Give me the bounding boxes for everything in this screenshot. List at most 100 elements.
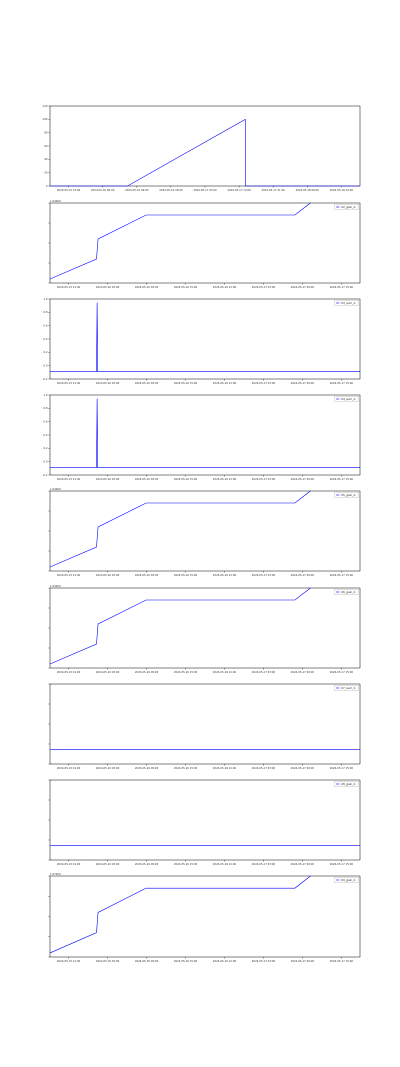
x-tick-label: 2024-05-15 21:00 bbox=[57, 381, 81, 385]
x-tick-label: 2024-05-17 03:00 bbox=[252, 573, 276, 577]
x-tick-label: 2024-05-17 03:00 bbox=[252, 766, 276, 770]
x-tick-label: 2024-05-16 03:00 bbox=[96, 766, 120, 770]
x-tick-label: 2024-05-15 21:00 bbox=[57, 862, 81, 866]
chart-panel-9: 2024-05-15 21:00 2024-05-16 03:00 2024-05-… bbox=[48, 872, 361, 963]
x-tick-label: 2024-05-17 09:00 bbox=[291, 477, 315, 481]
legend-box bbox=[334, 492, 359, 498]
x-tick-label: 2024-05-17 09:00 bbox=[291, 285, 315, 289]
x-tick-label: 2024-05-16 09:00 bbox=[135, 285, 159, 289]
x-tick-label: 2024-05-18 15:00 bbox=[330, 188, 354, 192]
x-tick-label: 2024-05-17 03:00 bbox=[252, 862, 276, 866]
chart-panel-8: 2024-05-15 21:00 2024-05-16 03:00 2024-05-… bbox=[48, 779, 361, 866]
x-tick-label: 2024-05-18 06:00 bbox=[296, 188, 320, 192]
x-tick-label: 2024-05-16 15:00 bbox=[174, 959, 198, 963]
x-tick-label: 2024-05-17 15:00 bbox=[330, 670, 354, 674]
x-tick-label: 2024-05-16 15:00 bbox=[174, 285, 198, 289]
legend-box bbox=[334, 204, 359, 210]
x-tick-label: 2024-05-15 21:00 bbox=[57, 573, 81, 577]
x-tick-label: 2024-05-16 21:00 bbox=[213, 381, 237, 385]
x-tick-label: 2024-05-16 21:00 bbox=[213, 766, 237, 770]
x-tick-label: 2024-05-16 21:00 bbox=[213, 670, 237, 674]
x-tick-label: 2024-05-17 03:00 bbox=[252, 959, 276, 963]
legend-box bbox=[334, 589, 359, 595]
legend-box bbox=[334, 877, 359, 883]
y-tick-label: 120 bbox=[43, 104, 48, 108]
x-tick-label: 2024-05-17 09:00 bbox=[291, 670, 315, 674]
x-tick-label: 2024-05-15 21:00 bbox=[57, 477, 81, 481]
chart-panel-5: 2024-05-15 21:00 2024-05-16 03:00 2024-05-… bbox=[48, 487, 361, 577]
x-tick-label: 2024-05-16 18:00 bbox=[159, 188, 183, 192]
plot-frame bbox=[49, 105, 361, 187]
axis-offset-text: 1.04200 bbox=[50, 199, 61, 203]
x-tick-label: 2024-05-16 21:00 bbox=[213, 959, 237, 963]
x-tick-label: 2024-05-16 15:00 bbox=[174, 381, 198, 385]
x-tick-label: 2024-05-16 09:00 bbox=[135, 573, 159, 577]
x-tick-label: 2024-05-17 15:00 bbox=[330, 862, 354, 866]
legend-label: U7_sum_b bbox=[341, 686, 356, 690]
legend-box bbox=[334, 300, 359, 306]
x-tick-label: 2024-05-17 09:00 bbox=[291, 959, 315, 963]
legend-box bbox=[334, 396, 359, 402]
axis-offset-text: 1.07200 bbox=[50, 872, 61, 876]
series-line bbox=[49, 587, 311, 665]
x-tick-label: 2024-05-17 09:00 bbox=[291, 862, 315, 866]
x-tick-label: 2024-05-17 15:00 bbox=[330, 381, 354, 385]
x-tick-label: 2024-05-16 15:00 bbox=[174, 477, 198, 481]
chart-panel-6: 2024-05-15 21:00 2024-05-16 03:00 2024-05-… bbox=[48, 584, 361, 674]
chart-panel-2: 2024-05-15 21:00 2024-05-16 03:00 2024-05-… bbox=[48, 199, 361, 289]
axis-offset-text: 1.04200 bbox=[50, 487, 61, 491]
x-tick-label: 2024-05-16 09:00 bbox=[135, 477, 159, 481]
x-tick-label: 2024-05-16 00:00 bbox=[91, 188, 115, 192]
y-tick-label: 1.0 bbox=[43, 393, 47, 397]
x-tick-label: 2024-05-17 21:00 bbox=[262, 188, 286, 192]
chart-panel-4: 1.0 0.8 0.6 0.4 0.2 0.0 -0.2 2024-05-15 21:00 20… bbox=[42, 393, 361, 481]
x-tick-label: 2024-05-15 21:00 bbox=[57, 959, 81, 963]
series-line bbox=[50, 398, 360, 469]
y-tick-label: -0.2 bbox=[42, 377, 47, 381]
x-tick-label: 2024-05-17 12:00 bbox=[227, 188, 251, 192]
x-tick-label: 2024-05-16 03:00 bbox=[96, 573, 120, 577]
y-tick-label: 60 bbox=[44, 144, 48, 148]
y-tick-label: 100 bbox=[43, 117, 48, 121]
x-tick-label: 2024-05-16 21:00 bbox=[213, 573, 237, 577]
x-tick-label: 2024-05-17 09:00 bbox=[291, 573, 315, 577]
y-tick-label: 0.0 bbox=[43, 460, 47, 464]
plot-frame bbox=[49, 683, 361, 765]
legend-label: U6_gain_b bbox=[341, 590, 356, 594]
x-tick-label: 2024-05-17 03:00 bbox=[252, 477, 276, 481]
y-tick-label: 0.8 bbox=[43, 406, 47, 410]
x-tick-label: 2024-05-17 03:00 bbox=[252, 285, 276, 289]
plot-frame bbox=[49, 779, 361, 861]
y-tick-label: -0.2 bbox=[42, 473, 47, 477]
y-tick-label: 0.8 bbox=[43, 310, 47, 314]
x-tick-label: 2024-05-15 21:00 bbox=[57, 766, 81, 770]
x-tick-label: 2024-05-16 21:00 bbox=[213, 285, 237, 289]
series-line bbox=[50, 118, 360, 187]
chart-panel-1: 120 100 80 60 40 20 0 2024-05-15 15:00 2024-05-1… bbox=[43, 104, 361, 192]
y-tick-label: 80 bbox=[44, 131, 48, 135]
x-tick-label: 2024-05-16 09:00 bbox=[135, 959, 159, 963]
x-tick-label: 2024-05-17 09:00 bbox=[291, 766, 315, 770]
y-tick-label: 0 bbox=[46, 184, 48, 188]
y-tick-label: 40 bbox=[44, 157, 48, 161]
x-tick-label: 2024-05-16 15:00 bbox=[174, 573, 198, 577]
x-tick-label: 2024-05-16 03:00 bbox=[96, 670, 120, 674]
x-tick-label: 2024-05-16 09:00 bbox=[135, 670, 159, 674]
legend-label: U2_gain_b bbox=[341, 205, 356, 209]
x-tick-label: 2024-05-17 15:00 bbox=[330, 573, 354, 577]
y-tick-label: 0.4 bbox=[43, 337, 47, 341]
x-tick-label: 2024-05-17 15:00 bbox=[330, 959, 354, 963]
x-tick-label: 2024-05-16 15:00 bbox=[174, 670, 198, 674]
x-tick-label: 2024-05-16 03:00 bbox=[96, 285, 120, 289]
axis-offset-text: 1.04200 bbox=[50, 584, 61, 588]
series-line bbox=[50, 302, 360, 373]
legend-box bbox=[334, 685, 359, 691]
x-tick-label: 2024-05-16 21:00 bbox=[213, 477, 237, 481]
y-tick-label: 20 bbox=[44, 171, 48, 175]
x-tick-label: 2024-05-17 15:00 bbox=[330, 285, 354, 289]
series-line bbox=[49, 490, 311, 568]
x-tick-label: 2024-05-16 09:00 bbox=[135, 862, 159, 866]
series-line bbox=[49, 875, 311, 954]
x-tick-label: 2024-05-15 21:00 bbox=[57, 285, 81, 289]
